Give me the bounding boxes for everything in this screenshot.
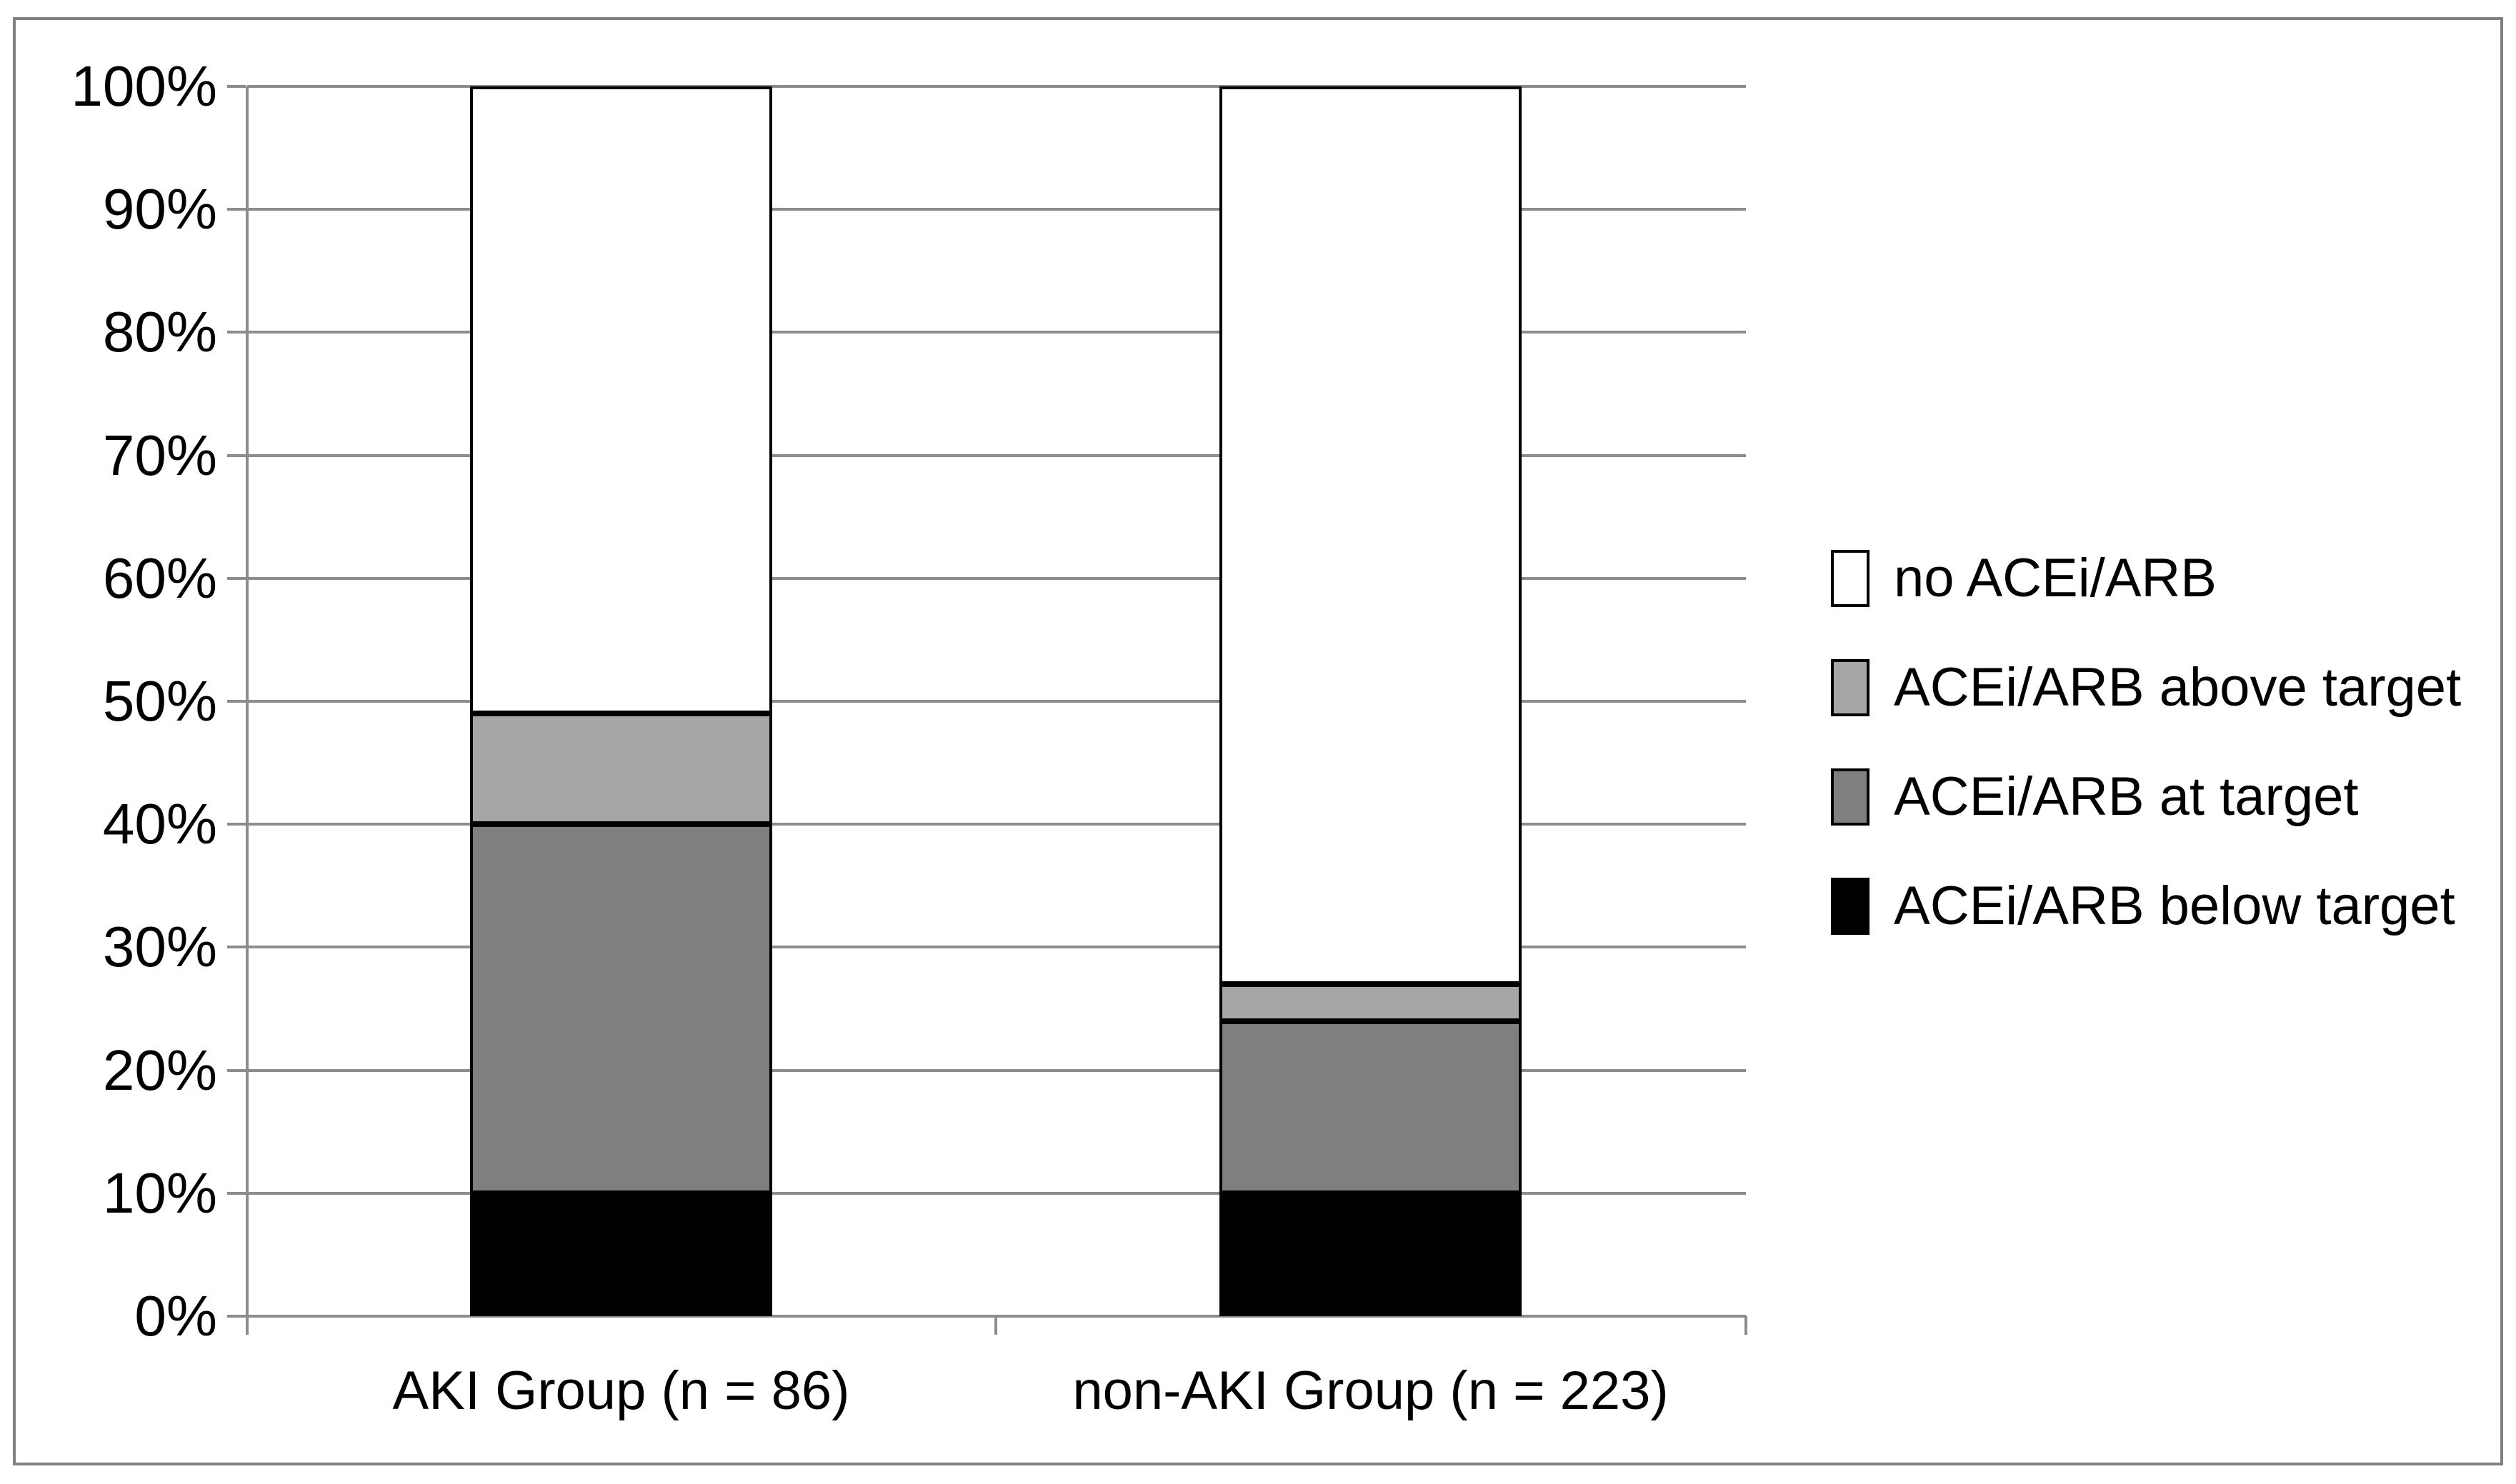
legend-item-1: ACEi/ARB above target bbox=[1831, 652, 2502, 723]
legend-item-3: ACEi/ARB below target bbox=[1831, 871, 2502, 942]
legend-swatch-0 bbox=[1831, 550, 1869, 607]
legend-swatch-2 bbox=[1831, 768, 1869, 826]
legend-label-3: ACEi/ARB below target bbox=[1894, 876, 2455, 936]
gridline-50 bbox=[247, 700, 1746, 703]
y-tick-50 bbox=[227, 700, 246, 703]
y-tick-10 bbox=[227, 1191, 246, 1195]
bar-segment-aki-2 bbox=[470, 713, 772, 825]
y-tick-label-60: 60% bbox=[102, 546, 217, 610]
y-tick-label-30: 30% bbox=[102, 915, 217, 979]
y-tick-60 bbox=[227, 576, 246, 580]
y-tick-100 bbox=[227, 85, 246, 88]
gridline-60 bbox=[247, 576, 1746, 580]
y-tick-70 bbox=[227, 453, 246, 457]
y-axis-line bbox=[246, 86, 249, 1335]
bar-segment-non-aki-3 bbox=[1219, 86, 1522, 985]
y-tick-label-40: 40% bbox=[102, 792, 217, 856]
y-tick-30 bbox=[227, 946, 246, 949]
legend-item-2: ACEi/ARB at target bbox=[1831, 761, 2502, 833]
gridline-80 bbox=[247, 331, 1746, 334]
y-tick-80 bbox=[227, 331, 246, 334]
y-tick-label-90: 90% bbox=[102, 177, 217, 241]
y-tick-label-50: 50% bbox=[102, 669, 217, 733]
y-tick-label-80: 80% bbox=[102, 300, 217, 364]
y-tick-40 bbox=[227, 823, 246, 826]
x-tick-0 bbox=[994, 1316, 997, 1335]
y-tick-0 bbox=[227, 1315, 246, 1318]
x-tick-1 bbox=[1744, 1316, 1747, 1335]
x-axis-label-aki: AKI Group (n = 86) bbox=[392, 1360, 850, 1421]
figure-border bbox=[13, 17, 2503, 1465]
y-tick-label-0: 0% bbox=[134, 1284, 217, 1348]
bar-segment-non-aki-0 bbox=[1219, 1193, 1522, 1316]
y-tick-20 bbox=[227, 1068, 246, 1072]
gridline-10 bbox=[247, 1191, 1746, 1195]
bar-segment-non-aki-2 bbox=[1219, 984, 1522, 1021]
y-tick-label-70: 70% bbox=[102, 423, 217, 487]
legend-label-1: ACEi/ARB above target bbox=[1894, 657, 2462, 718]
gridline-90 bbox=[247, 208, 1746, 211]
bar-segment-non-aki-1 bbox=[1219, 1021, 1522, 1193]
gridline-40 bbox=[247, 823, 1746, 826]
bar-segment-aki-3 bbox=[470, 86, 772, 714]
y-tick-label-100: 100% bbox=[71, 54, 217, 118]
gridline-30 bbox=[247, 946, 1746, 949]
bar-segment-aki-0 bbox=[470, 1193, 772, 1316]
bar-segment-aki-1 bbox=[470, 824, 772, 1193]
gridline-100 bbox=[247, 85, 1746, 88]
legend-label-2: ACEi/ARB at target bbox=[1894, 766, 2359, 827]
y-tick-label-10: 10% bbox=[102, 1160, 217, 1225]
legend-swatch-1 bbox=[1831, 659, 1869, 716]
legend-item-0: no ACEi/ARB bbox=[1831, 543, 2502, 614]
legend-label-0: no ACEi/ARB bbox=[1894, 548, 2217, 608]
y-tick-90 bbox=[227, 208, 246, 211]
gridline-20 bbox=[247, 1068, 1746, 1072]
legend-swatch-3 bbox=[1831, 878, 1869, 935]
y-tick-label-20: 20% bbox=[102, 1038, 217, 1102]
gridline-70 bbox=[247, 453, 1746, 457]
x-axis-label-non-aki: non-AKI Group (n = 223) bbox=[1072, 1360, 1669, 1421]
